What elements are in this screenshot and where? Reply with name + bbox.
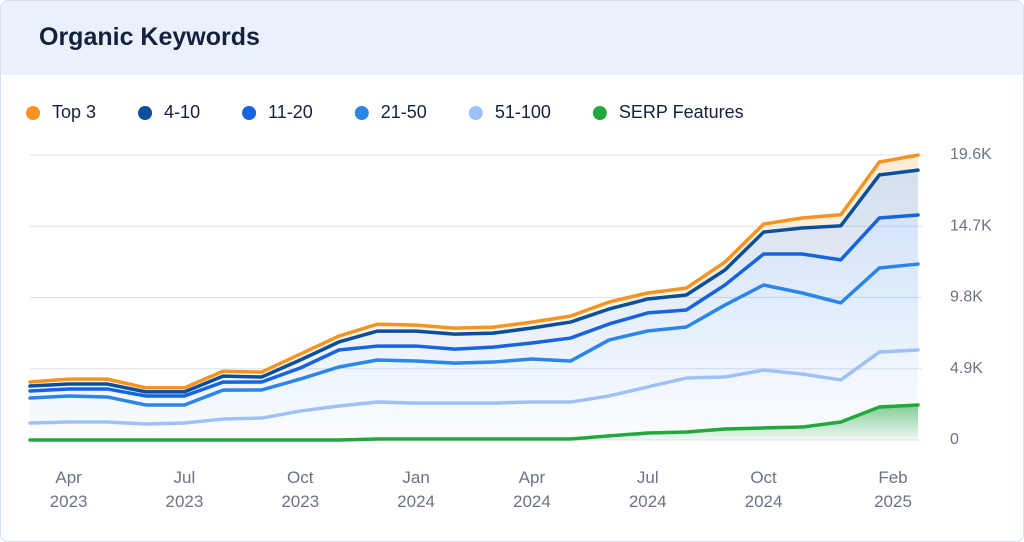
x-tick-label: Apr 2024: [512, 468, 551, 511]
x-tick-label: Oct 2024: [744, 468, 783, 511]
series-line: [28, 213, 920, 398]
x-tick-label: Oct 2023: [281, 468, 320, 511]
legend-label: 11-20: [268, 102, 313, 122]
y-tick-label: 0: [950, 431, 959, 448]
area: [30, 264, 918, 425]
card-header: Organic Keywords: [1, 1, 1023, 75]
legend-label: Top 3: [52, 102, 96, 122]
y-tick-label: 9.8K: [950, 289, 983, 306]
series-line: [28, 262, 920, 407]
series-line: [28, 153, 920, 390]
legend-label: 21-50: [381, 102, 427, 122]
legend-marker: [468, 106, 483, 120]
series-line: [28, 168, 920, 394]
legend-marker: [592, 106, 607, 120]
x-tick-label: Feb 2025: [874, 468, 912, 511]
legend-marker: [354, 106, 369, 120]
legend-label: SERP Features: [619, 102, 744, 122]
x-tick-label: Jul 2023: [165, 468, 204, 511]
legend-marker: [138, 106, 153, 120]
area: [30, 349, 918, 440]
x-tick-label: Jan 2024: [397, 468, 435, 511]
chart-title: Organic Keywords: [39, 23, 260, 51]
legend-label: 4-10: [164, 102, 200, 122]
y-tick-label: 4.9K: [950, 360, 983, 377]
x-tick-label: Apr 2023: [49, 468, 88, 511]
y-tick-label: 19.6K: [950, 146, 992, 163]
legend-marker: [26, 106, 40, 120]
x-tick-label: Jul 2024: [628, 468, 667, 511]
y-tick-label: 14.7K: [950, 217, 992, 234]
legend-label: 51-100: [495, 102, 551, 122]
series-line: [28, 403, 920, 442]
area: [30, 404, 918, 440]
legend-marker: [242, 106, 257, 120]
series-line: [28, 348, 920, 426]
